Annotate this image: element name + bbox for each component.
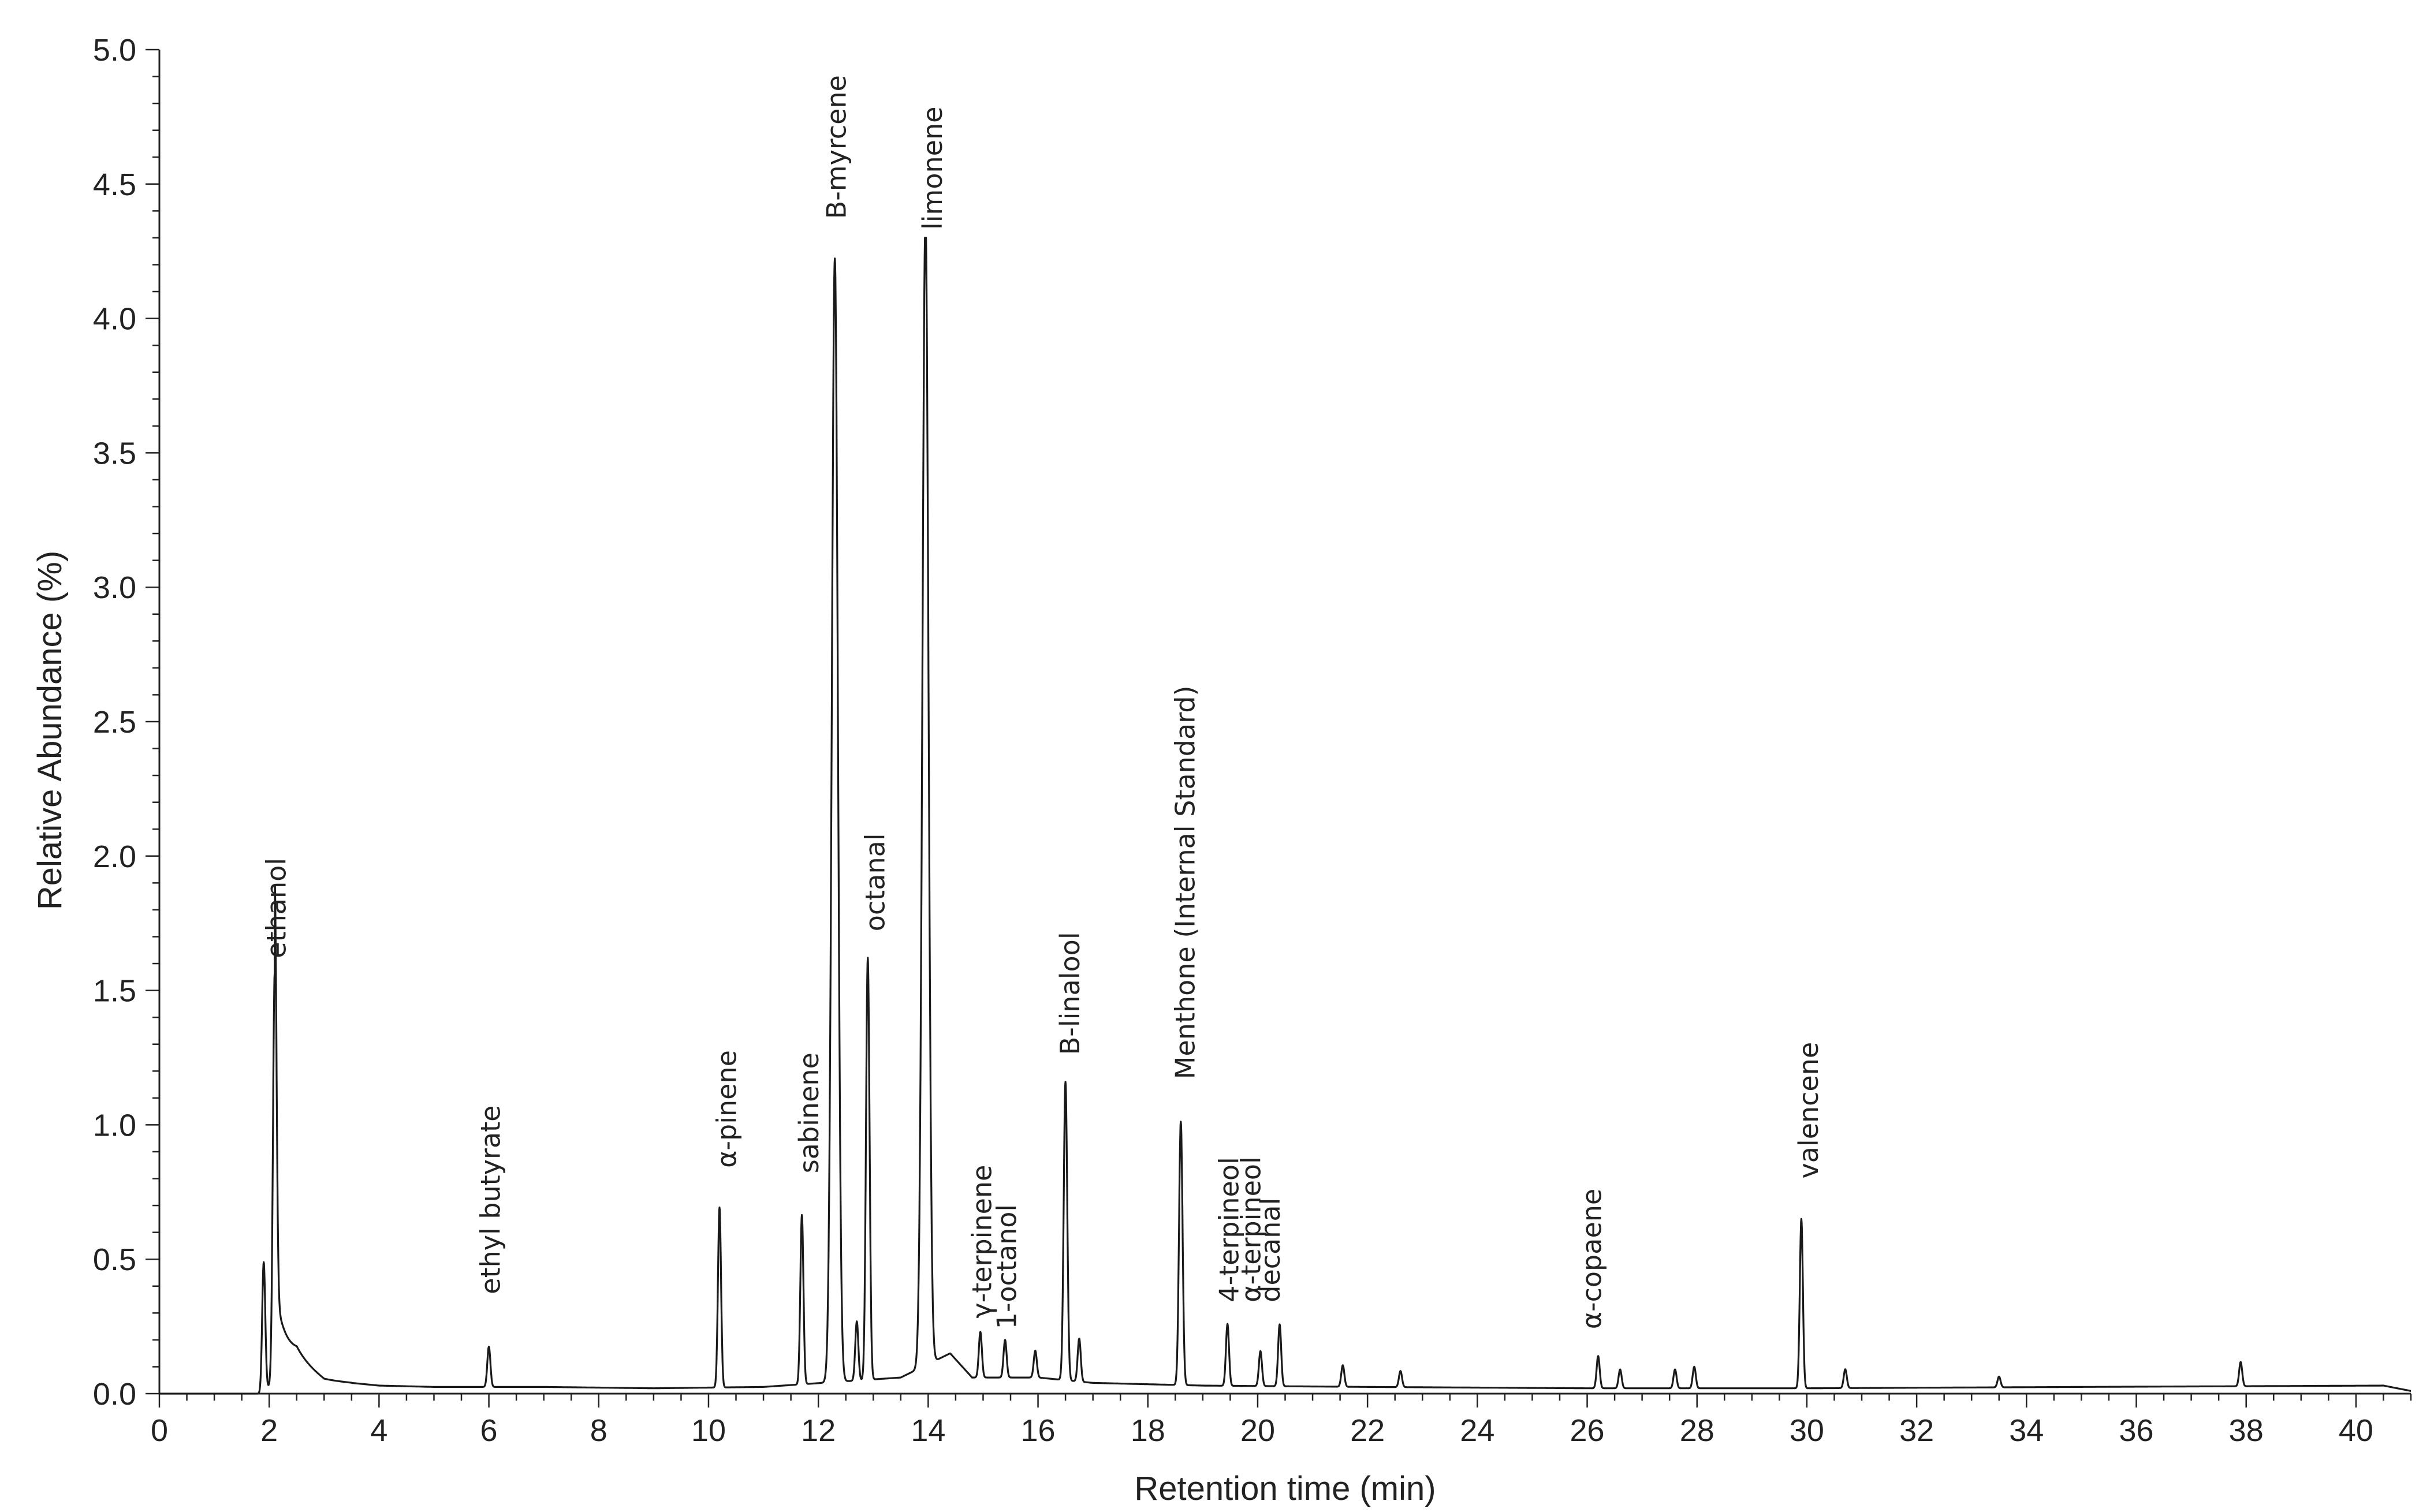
y-tick-label: 3.5 — [93, 436, 136, 471]
x-tick-label: 6 — [480, 1413, 498, 1448]
peak-label: α-copaene — [1576, 1189, 1607, 1330]
peak-label: B-linalool — [1054, 932, 1086, 1055]
x-tick-label: 0 — [151, 1413, 168, 1448]
x-tick-label: 4 — [370, 1413, 387, 1448]
x-tick-label: 30 — [1790, 1413, 1824, 1448]
peak-label: 1-octanol — [992, 1204, 1023, 1329]
peak-label: ethyl butyrate — [475, 1106, 506, 1294]
x-tick-label: 18 — [1131, 1413, 1165, 1448]
y-axis-title: Relative Abundance (%) — [31, 551, 69, 910]
peak-label: ethanol — [261, 858, 292, 958]
x-tick-label: 12 — [801, 1413, 836, 1448]
x-tick-label: 38 — [2229, 1413, 2264, 1448]
y-tick-label: 0.0 — [93, 1377, 136, 1412]
y-tick-label: 0.5 — [93, 1242, 136, 1277]
x-tick-label: 16 — [1021, 1413, 1056, 1448]
x-tick-label: 24 — [1460, 1413, 1494, 1448]
y-tick-label: 1.5 — [93, 974, 136, 1009]
peak-label: α-terpineol — [1236, 1156, 1267, 1302]
x-tick-label: 22 — [1350, 1413, 1385, 1448]
peak-label: B-myrcene — [821, 75, 852, 219]
x-tick-label: 10 — [691, 1413, 726, 1448]
y-tick-label: 4.0 — [93, 302, 136, 337]
x-tick-label: 14 — [911, 1413, 945, 1448]
y-tick-label: 2.0 — [93, 839, 136, 874]
x-tick-label: 26 — [1570, 1413, 1604, 1448]
peak-label: sabinene — [793, 1052, 825, 1173]
x-axis-title: Retention time (min) — [1134, 1470, 1436, 1507]
peak-label: 4-terpineol — [1214, 1157, 1245, 1302]
peak-label: Menthone (Internal Standard) — [1170, 686, 1201, 1080]
peak-label: valencene — [1793, 1042, 1824, 1179]
peak-label: limonene — [917, 107, 948, 230]
x-tick-label: 34 — [2009, 1413, 2044, 1448]
y-tick-label: 2.5 — [93, 705, 136, 740]
x-tick-label: 32 — [1899, 1413, 1934, 1448]
peak-label: γ-terpinene — [967, 1165, 998, 1319]
x-tick-label: 20 — [1240, 1413, 1275, 1448]
x-tick-label: 28 — [1680, 1413, 1714, 1448]
y-tick-label: 1.0 — [93, 1108, 136, 1143]
trace-group — [158, 237, 2412, 1395]
x-tick-label: 2 — [260, 1413, 278, 1448]
y-tick-label: 4.5 — [93, 167, 136, 202]
y-tick-label: 5.0 — [93, 33, 136, 68]
peak-label-group: ethanol ethyl butyrate α-pinene sabinene B-m… — [261, 75, 1824, 1329]
x-tick-label: 36 — [2119, 1413, 2153, 1448]
peak-label: octanal — [859, 833, 890, 931]
axes: 0 2 4 6 8 10 12 14 16 18 20 22 24 26 28 30 32 34 36 38 400.0… — [93, 33, 2412, 1448]
peak-label: α-pinene — [711, 1050, 743, 1168]
chromatogram-trace — [158, 237, 2412, 1395]
y-tick-label: 3.0 — [93, 570, 136, 605]
x-tick-label: 40 — [2339, 1413, 2373, 1448]
peak-label: decanal — [1255, 1198, 1286, 1302]
x-tick-label: 8 — [590, 1413, 607, 1448]
